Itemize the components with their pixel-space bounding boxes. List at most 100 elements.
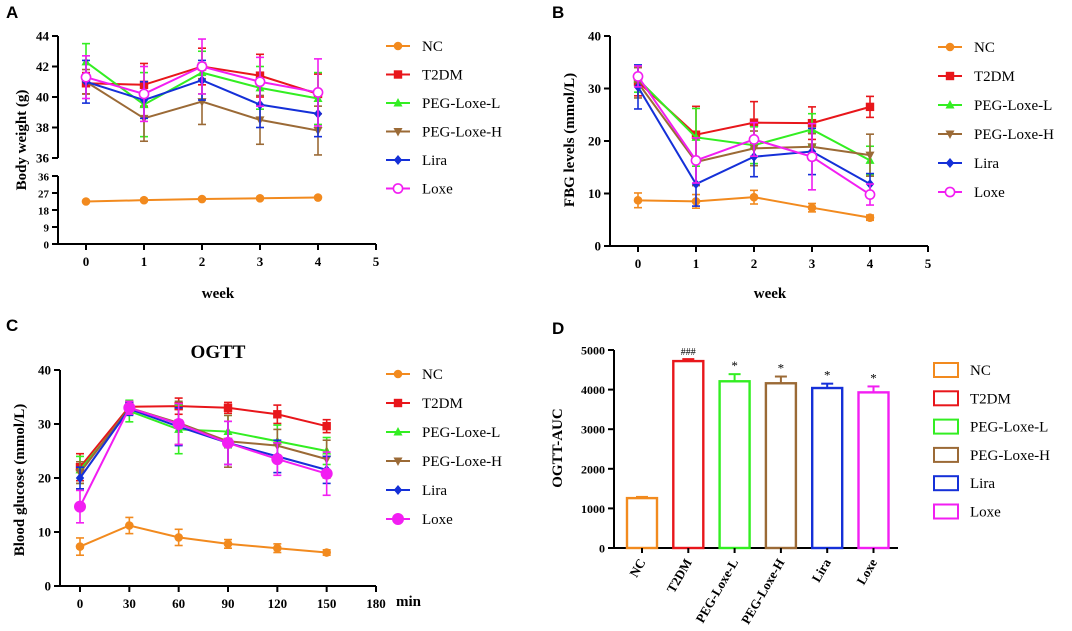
panel-d-y-tick-label: 3000 [581, 423, 605, 437]
panel-d-bar-nc [625, 496, 659, 550]
panel-d-annotation-peg-loxe-l: * [731, 358, 738, 373]
panel-b-point-nc [749, 192, 759, 202]
panel-b-legend-label-lira: Lira [974, 156, 999, 172]
panel-d-legend-label-lira: Lira [970, 476, 995, 492]
panel-a-upper-y-tick-label: 42 [36, 59, 49, 74]
panel-c-y-tick-label: 10 [38, 525, 51, 540]
panel-c-legend-label-lira: Lira [422, 483, 447, 499]
panel-b-point-loxe [806, 151, 818, 163]
panel-b-point-nc [807, 203, 817, 212]
panel-c-point-loxe [172, 418, 185, 430]
panel-d-legend-swatch-nc [933, 362, 959, 378]
panel-b-point-loxe [690, 155, 702, 166]
panel-b-y-tick-label: 0 [595, 239, 602, 254]
panel-b-x-tick-label: 1 [693, 256, 700, 271]
panel-c-x-tick-label: 30 [123, 596, 136, 611]
panel-b-x-tick-label: 0 [635, 256, 642, 271]
panel-c-legend-marker-peg-loxe-l [393, 427, 403, 436]
panel-d-bar-loxe [857, 391, 890, 550]
panel-b-x-tick-label: 2 [751, 256, 758, 271]
panel-a-lower-y-tick-label: 18 [38, 206, 50, 218]
panel-c-legend-label-loxe: Loxe [422, 512, 453, 528]
panel-c-xlabel: min [396, 594, 422, 610]
panel-d-legend-label-t2dm: T2DM [970, 391, 1011, 407]
panel-c-point-loxe [222, 436, 234, 449]
panel-b-point-loxe [748, 134, 760, 145]
panel-b-x-tick-label: 5 [925, 256, 932, 271]
panel-b-legend-marker-t2dm [945, 71, 955, 81]
panel-d-legend-swatch-peg-loxe-h [933, 446, 959, 463]
panel-c-series-line-peg-loxe-h [79, 406, 327, 474]
panel-d-y-tick-label: 0 [599, 542, 605, 556]
panel-c-title: OGTT [191, 342, 246, 363]
panel-c-point-loxe [123, 401, 136, 414]
panel-c-legend-label-peg-loxe-h: PEG-Loxe-H [422, 454, 502, 470]
panel-a-upper-y-tick-label: 36 [36, 151, 50, 166]
panel-a-plot: 36 38 40 42 44 0 9 18 27 36 0 1 2 3 4 5 NC T2DM PEG-Loxe-L… [36, 29, 502, 270]
panel-b-xlabel: week [754, 286, 787, 302]
panel-c-legend-marker-lira [393, 485, 403, 495]
panel-b-legend-label-t2dm: T2DM [974, 69, 1015, 85]
panel-d-x-tick-label-peg-loxe-l: PEG-Loxe-L [692, 556, 741, 626]
panel-c-point-t2dm [273, 410, 282, 419]
panel-a-legend-label-nc: NC [422, 39, 443, 55]
panel-c-point-nc [125, 521, 134, 530]
panel-d-legend-label-peg-loxe-h: PEG-Loxe-H [970, 448, 1050, 464]
panel-a-x-tick-label: 1 [141, 254, 148, 269]
panel-b-point-peg-loxe-h [865, 151, 875, 161]
panel-a-upper-y-tick-label: 44 [36, 29, 50, 44]
panel-c-series-line-peg-loxe-l [79, 409, 327, 471]
panel-c-point-nc [223, 539, 233, 549]
panel-d-x-tick-label-loxe: Loxe [853, 556, 880, 587]
panel-b-legend-label-peg-loxe-l: PEG-Loxe-L [974, 98, 1052, 114]
panel-a-point-loxe [80, 71, 92, 83]
panel-a-point-nc [313, 193, 323, 202]
panel-b-y-tick-label: 30 [588, 81, 601, 96]
panel-b-legend-marker-lira [945, 158, 955, 168]
panel-d-ylabel: OGTT-AUC [550, 408, 566, 487]
panel-c-x-tick-label: 0 [77, 596, 84, 611]
panel-c-y-tick-label: 20 [38, 471, 51, 486]
panel-c-legend-marker-peg-loxe-h [393, 457, 403, 466]
panel-a-legend-label-lira: Lira [422, 153, 447, 169]
panel-a-xlabel: week [202, 286, 235, 302]
panel-d-legend-label-peg-loxe-l: PEG-Loxe-L [970, 420, 1048, 436]
panel-a-point-loxe [254, 76, 266, 88]
panel-d-legend-label-loxe: Loxe [970, 505, 1001, 521]
panel-a-legend-marker-nc [393, 41, 403, 51]
panel-b-plot: 0 10 20 30 40 0 1 2 3 4 5 NC T2DM PEG-Loxe-L PEG-Loxe-… [588, 29, 1054, 272]
panel-d-plot: 0 1000 2000 3000 4000 5000 NC ### T2DM * PEG-Loxe-… [581, 344, 1050, 627]
panel-c-point-loxe [271, 453, 284, 466]
panel-c-legend-label-t2dm: T2DM [422, 396, 463, 412]
panel-c-legend-label-peg-loxe-l: PEG-Loxe-L [422, 425, 500, 441]
panel-a-x-tick-label: 5 [373, 254, 380, 269]
panel-d-y-tick-label: 5000 [581, 344, 605, 358]
panel-a-lower-y-tick-label: 27 [38, 189, 50, 201]
panel-d-bar-t2dm [672, 359, 705, 550]
panel-c-point-nc [75, 542, 85, 551]
panel-d-bar-peg-loxe-h [764, 382, 798, 550]
panel-d-x-tick-label-peg-loxe-h: PEG-Loxe-H [738, 556, 787, 626]
panel-a-x-tick-label: 2 [199, 254, 206, 269]
panel-c-point-lira [75, 473, 85, 483]
panel-d-y-tick-label: 2000 [581, 462, 605, 476]
panel-c-x-tick-label: 120 [268, 596, 288, 611]
panel-a-point-nc [139, 195, 149, 205]
panel-a-ylabel: Body weight (g) [14, 90, 30, 191]
panel-b-legend-marker-peg-loxe-h [945, 130, 955, 139]
panel-b-legend-marker-peg-loxe-l [945, 100, 955, 109]
panel-d-legend-swatch-loxe [933, 503, 959, 520]
panel-a-legend-label-loxe: Loxe [422, 182, 453, 198]
panel-d-annotation-loxe: * [870, 370, 877, 385]
panel-d-y-tick-label: 4000 [581, 383, 605, 397]
panel-a-lower-y-tick-label: 9 [44, 223, 50, 235]
panel-c-series-line-loxe [79, 406, 327, 508]
panel-b-legend-label-peg-loxe-h: PEG-Loxe-H [974, 127, 1054, 143]
panel-c-ylabel: Blood glucose (mmol/L) [12, 404, 28, 557]
panel-c-series-line-nc [79, 524, 327, 554]
panel-d-annotation-peg-loxe-h: * [778, 361, 785, 376]
panel-b-y-tick-label: 40 [588, 29, 601, 44]
panel-d-bar-peg-loxe-l [718, 380, 751, 550]
panel-a-point-nc [255, 193, 265, 203]
